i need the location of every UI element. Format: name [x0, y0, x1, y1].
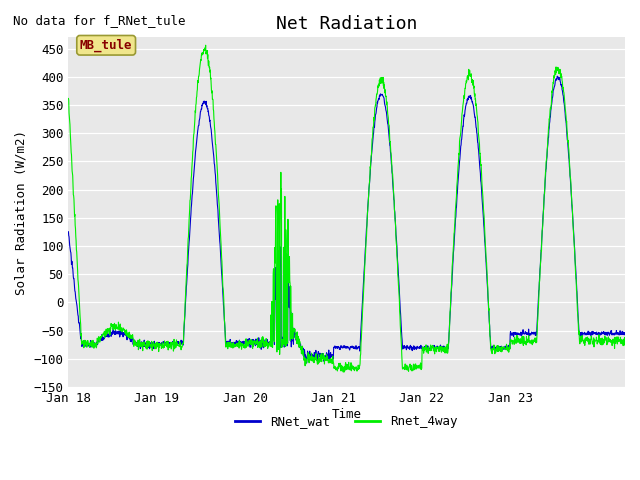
RNet_wat: [303, 360, 310, 366]
RNet_wat: [203, 103, 211, 108]
RNet_wat: [368, 146, 376, 152]
Rnet_4way: [204, 48, 211, 53]
Rnet_4way: [486, 333, 494, 339]
Rnet_4way: [621, 341, 629, 347]
Rnet_4way: [298, 351, 306, 357]
Legend: RNet_wat, Rnet_4way: RNet_wat, Rnet_4way: [230, 410, 463, 433]
Rnet_4way: [65, 96, 72, 101]
RNet_wat: [212, 172, 220, 178]
Rnet_4way: [212, 142, 220, 147]
RNet_wat: [554, 73, 561, 79]
Line: Rnet_4way: Rnet_4way: [68, 45, 625, 372]
Rnet_4way: [369, 135, 376, 141]
RNet_wat: [553, 77, 561, 83]
Rnet_4way: [202, 42, 209, 48]
Rnet_4way: [340, 369, 348, 375]
Rnet_4way: [554, 68, 561, 73]
Title: Net Radiation: Net Radiation: [276, 15, 417, 33]
Text: No data for f_RNet_tule: No data for f_RNet_tule: [13, 14, 186, 27]
Line: RNet_wat: RNet_wat: [68, 76, 625, 363]
Y-axis label: Solar Radiation (W/m2): Solar Radiation (W/m2): [15, 130, 28, 295]
RNet_wat: [621, 330, 629, 336]
X-axis label: Time: Time: [332, 408, 362, 420]
RNet_wat: [65, 229, 72, 235]
RNet_wat: [298, 344, 305, 350]
Text: MB_tule: MB_tule: [80, 38, 132, 52]
RNet_wat: [486, 323, 493, 328]
